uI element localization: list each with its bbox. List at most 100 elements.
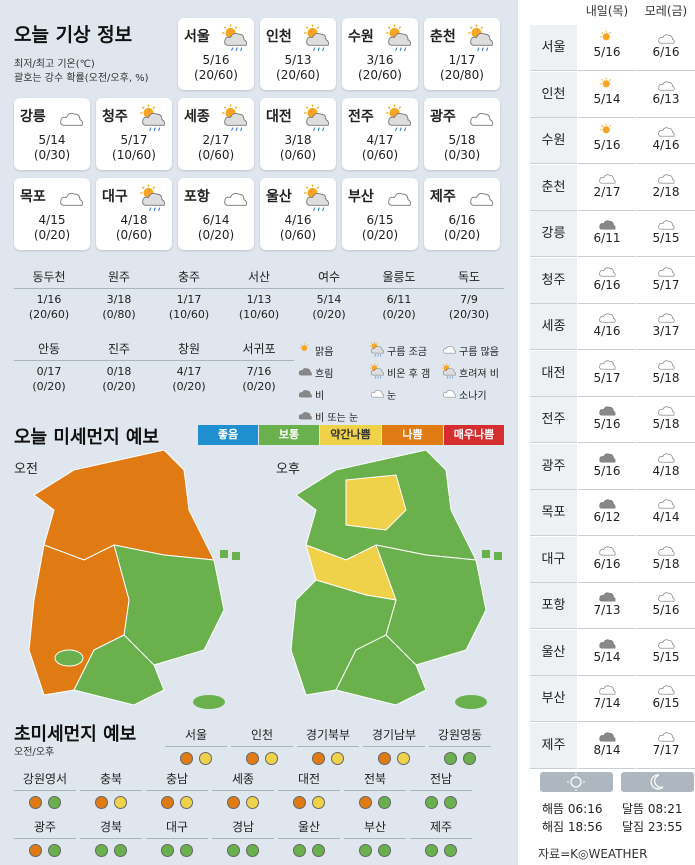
forecast-row: 대구 6/16 5/18 [530,536,695,583]
subtitle-rain: 괄호는 강수 확률(오전/오후, %) [14,73,149,84]
region-name: 대구 [146,818,208,839]
region-name: 부산 [344,818,406,839]
city-name: 제주 [430,189,456,205]
cloud-icon [637,583,695,603]
city-rain: (0/20) [33,228,71,242]
cloud-icon [221,184,249,216]
pm-dot [444,844,457,857]
forecast-d2: 4/16 [637,118,695,164]
small-city: 원주 3/18 (0/80) [84,270,154,322]
city-temp: 5/16 [202,53,230,67]
cloud-icon [637,211,695,231]
forecast-row: 제주 8/14 7/17 [530,722,695,769]
fine-dust-region: 광주 [14,818,76,860]
pm-dot [114,844,127,857]
am-dot [29,796,42,809]
fine-dust-region: 세종 [212,770,274,812]
moon-icon-box [621,772,694,792]
dark-cloud-icon [578,211,636,231]
cloud-icon [637,165,695,185]
forecast-d1-temp: 5/16 [593,138,621,152]
fine-dust-region: 대구 [146,818,208,860]
city-rain: (0/30) [443,148,481,162]
pm-dot [48,844,61,857]
city-temp: 6/15 [366,213,394,227]
city-name: 세종 [184,109,210,125]
city-name: 포항 [184,189,210,205]
pm-dot [246,844,259,857]
forecast-city: 세종 [530,304,577,350]
moonset: 달짐 23:55 [622,820,683,834]
small-city-name: 서귀포 [224,342,294,361]
am-label: 오전 [14,462,38,477]
sun-cloud-rain-icon [139,184,167,216]
dark-cloud-icon [578,583,636,603]
cloud-icon [637,676,695,696]
small-city-name: 동두천 [14,270,84,289]
am-dust-map [28,450,240,709]
forecast-d1: 6/16 [578,258,636,304]
city-temp: 5/14 [38,133,66,147]
city-name: 청주 [102,109,128,125]
pm-dot [331,752,344,765]
sun-cloud-rain-icon [441,363,457,382]
pm-dot [378,796,391,809]
cloud-icon [578,165,636,185]
forecast-d1-temp: 5/17 [593,370,621,385]
forecast-head-d1: 내일(목) [585,4,629,18]
city-rain: (10/60) [112,148,156,162]
small-city: 진주 0/18 (0/20) [84,342,154,394]
cloud-icon [637,537,695,557]
forecast-d2: 5/18 [637,351,695,397]
am-dot [246,752,259,765]
fine-dust-region: 강원영서 [14,770,76,812]
am-dot [444,752,457,765]
sun-cloud-rain-icon [467,24,495,56]
forecast-d1-temp: 5/16 [593,417,621,431]
fine-dust-region: 제주 [410,818,472,860]
dark-cloud-icon [297,385,313,404]
pm-dust-map [290,450,502,709]
forecast-row: 수원 5/16 4/16 [530,118,695,164]
forecast-city: 청주 [530,257,577,304]
small-city-rain: (10/60) [168,308,210,321]
legend-item: 흐려져 비 [441,363,499,382]
dust-level-1: 보통 [259,425,319,445]
region-name: 울산 [278,818,340,839]
fine-dust-region: 부산 [344,818,406,860]
legend-label: 소나기 [459,391,487,402]
forecast-d1: 6/11 [578,211,636,257]
legend-item: 구름 조금 [369,341,427,360]
city-card: 대구 4/18 (0/60) [96,178,172,250]
forecast-d1-temp: 8/14 [593,742,621,757]
forecast-d1: 6/12 [578,490,636,536]
legend-label: 비 또는 눈 [315,413,359,424]
pm-dot [114,796,127,809]
small-city-temp: 7/9 [460,293,478,306]
cloud-icon [637,490,695,510]
city-name: 대구 [102,189,128,205]
small-city-temp: 5/14 [316,293,342,306]
cloud-icon [637,630,695,650]
city-temp: 4/17 [366,133,394,147]
forecast-city: 춘천 [530,164,577,211]
small-city-rain: (0/20) [242,380,276,393]
city-rain: (0/20) [361,228,399,242]
forecast-city: 포항 [530,583,577,629]
city-temp: 4/15 [38,213,66,227]
fine-dust-region: 전북 [344,770,406,812]
city-rain: (20/60) [194,68,238,82]
city-rain: (0/60) [197,148,235,162]
forecast-d1: 5/16 [578,25,636,71]
forecast-head-d2: 모레(금) [644,4,688,18]
small-city-rain: (0/20) [382,308,416,321]
city-card: 세종 2/17 (0/60) [178,98,254,170]
small-city-temp: 1/13 [246,293,272,306]
city-temp: 4/16 [284,213,312,227]
fine-dust-region: 인천 [231,726,293,768]
forecast-d2: 5/15 [637,630,695,676]
dark-cloud-icon [578,397,636,417]
page-title: 오늘 기상 정보 [14,24,133,46]
small-city-rain: (20/30) [448,308,490,321]
forecast-d2: 2/18 [637,165,695,211]
